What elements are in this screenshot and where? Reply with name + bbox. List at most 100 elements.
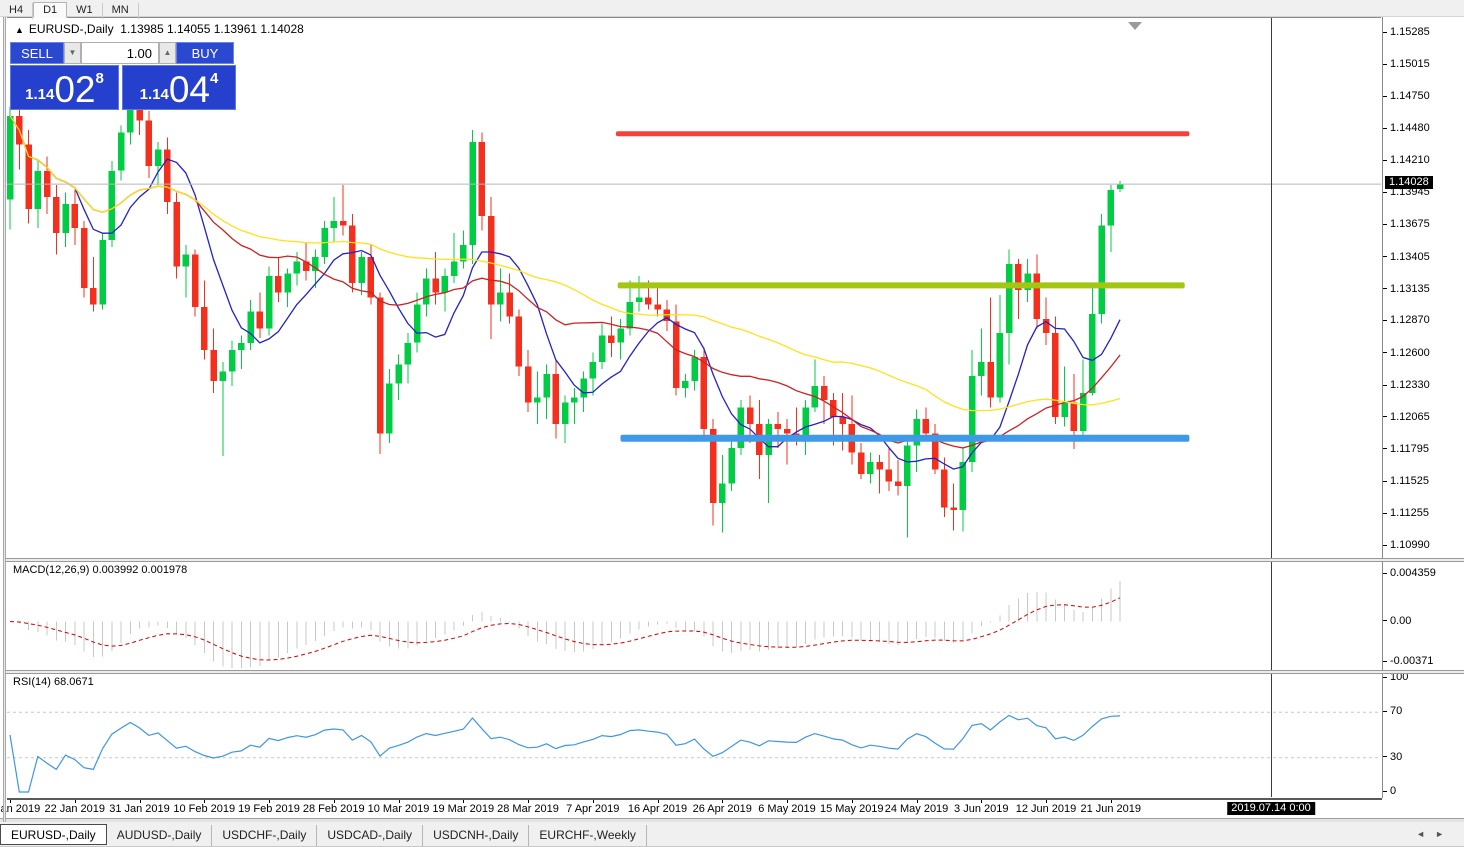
date-tick-mark [1046,800,1047,803]
timeframe-button-w1[interactable]: W1 [67,3,103,19]
macd-tick: 0.00 [1383,615,1411,627]
buy-price-button[interactable]: 1.14 04 4 [122,65,236,110]
date-tick-label: 22 Jan 2019 [44,803,106,815]
date-tick-label: 28 Mar 2019 [497,803,559,815]
date-tick-label: 13 Jan 2019 [0,803,41,815]
rsi-tick: 70 [1383,705,1402,717]
scroll-right-icon[interactable]: ► [1435,829,1454,839]
price-tick: 1.13675 [1383,218,1430,230]
date-tick-label: 7 Apr 2019 [566,803,620,815]
crosshair-vertical-line [1271,18,1272,797]
date-tick-label: 15 May 2019 [819,803,884,815]
buy-button[interactable]: BUY [176,42,234,64]
date-tick-mark [916,800,918,803]
crosshair-date-tag: 2019.07.14 0:00 [1227,802,1315,815]
date-tick-mark [657,800,659,803]
timeframe-button-h4[interactable]: H4 [0,3,34,19]
symbol-tab-eurusddaily[interactable]: EURUSD-,Daily [0,824,107,845]
sell-price-prefix: 1.14 [25,86,55,103]
symbol-tab-usdcnhdaily[interactable]: USDCNH-,Daily [423,825,530,846]
date-tick-label: 24 May 2019 [884,803,949,815]
chevron-down-icon: ▼ [68,48,77,57]
buy-price-pip: 4 [210,70,219,87]
date-tick-mark [398,800,400,803]
price-tick: 1.13135 [1383,283,1430,295]
date-tick-mark [722,800,724,803]
timeframe-button-d1[interactable]: D1 [33,2,68,18]
chart-title: ▲ EURUSD-,Daily 1.13985 1.14055 1.13961 1… [15,22,304,36]
date-tick-mark [1110,800,1112,803]
sell-button[interactable]: SELL [10,42,64,64]
timeframe-button-mn[interactable]: MN [103,3,139,19]
price-tick: 1.14210 [1383,154,1430,166]
price-axis[interactable]: 1.14028 1.15285 1.15015 1.14750 1.14480 1.14… [1382,17,1464,798]
date-tick-mark [204,800,206,803]
candlestick-chart[interactable] [7,18,1381,558]
date-tick-label: 3 Jun 2019 [954,803,1009,815]
timeframe-toolbar: H4 D1 W1 MN [0,0,1464,19]
volume-decrease-button[interactable]: ▼ [64,42,81,64]
date-tick-label: 19 Mar 2019 [432,803,495,815]
date-tick-label: 21 Jun 2019 [1080,803,1142,815]
price-tick: 1.11795 [1383,443,1429,455]
macd-tick: -0.00371 [1383,655,1433,667]
macd-panel[interactable]: MACD(12,26,9) 0.003992 0.001978 [7,562,1381,670]
panel-separator[interactable] [4,558,1464,562]
price-tick: 1.12870 [1383,314,1430,326]
collapse-icon[interactable]: ▲ [15,25,24,35]
date-tick-label: 10 Mar 2019 [367,803,430,815]
chart-symbol-label: EURUSD-,Daily [28,22,114,36]
rsi-legend: RSI(14) 68.0671 [13,676,94,688]
bid-price-tag: 1.14028 [1385,176,1433,190]
price-tick: 1.13405 [1383,251,1430,263]
date-tick-mark [74,800,76,803]
rsi-tick: 30 [1383,751,1402,763]
date-tick-label: 31 Jan 2019 [109,803,170,815]
chevron-up-icon: ▲ [163,48,172,57]
price-tick: 1.15285 [1383,26,1430,38]
date-tick-mark [528,800,529,803]
date-tick-label: 28 Feb 2019 [302,803,365,815]
volume-increase-button[interactable]: ▲ [159,42,176,64]
symbol-tab-usdchfdaily[interactable]: USDCHF-,Daily [212,825,318,846]
price-tick: 1.15015 [1383,58,1430,70]
symbol-tab-eurchfweekly[interactable]: EURCHF-,Weekly [529,825,647,846]
price-tick: 1.12600 [1383,347,1430,359]
rsi-chart[interactable] [7,674,1381,797]
symbol-tab-audusddaily[interactable]: AUDUSD-,Daily [107,825,213,846]
date-tick-mark [851,800,853,803]
macd-chart[interactable] [7,562,1381,670]
date-tick-mark [10,800,11,803]
date-tick-mark [463,800,465,803]
rsi-tick: 100 [1383,671,1408,683]
panel-separator[interactable] [4,670,1464,674]
date-tick-label: 12 Jun 2019 [1015,803,1077,815]
sell-price-pip: 8 [95,70,104,87]
price-tick: 1.14480 [1383,122,1430,134]
volume-input[interactable] [81,42,159,64]
chart-tab-bar: EURUSD-,Daily AUDUSD-,Daily USDCHF-,Daily U… [0,822,1464,847]
date-tick-label: 10 Feb 2019 [173,803,236,815]
date-tick-label: 26 Apr 2019 [692,803,752,815]
rsi-tick: 0 [1383,785,1396,797]
macd-tick: 0.004359 [1383,567,1436,579]
window-left-border [3,17,6,845]
price-tick: 1.11255 [1383,507,1429,519]
tab-scroll-arrows: ◄► [1416,829,1454,839]
date-tick-mark [981,800,983,803]
date-tick-label: 16 Apr 2019 [627,803,688,815]
scroll-left-icon[interactable]: ◄ [1416,829,1436,839]
date-tick-mark [333,800,335,803]
price-tick: 1.14750 [1383,90,1430,102]
date-tick-mark [787,800,788,803]
price-chart-panel[interactable]: ▲ EURUSD-,Daily 1.13985 1.14055 1.13961 1… [7,17,1381,558]
sell-price-button[interactable]: 1.14 02 8 [10,65,119,110]
chart-ohlc-quotes: 1.13985 1.14055 1.13961 1.14028 [120,22,304,36]
symbol-tab-usdcaddaily[interactable]: USDCAD-,Daily [317,825,424,846]
price-tick: 1.12065 [1383,411,1430,423]
rsi-panel[interactable]: RSI(14) 68.0671 [7,674,1381,797]
date-tick-mark [269,800,270,803]
date-tick-mark [592,800,594,803]
